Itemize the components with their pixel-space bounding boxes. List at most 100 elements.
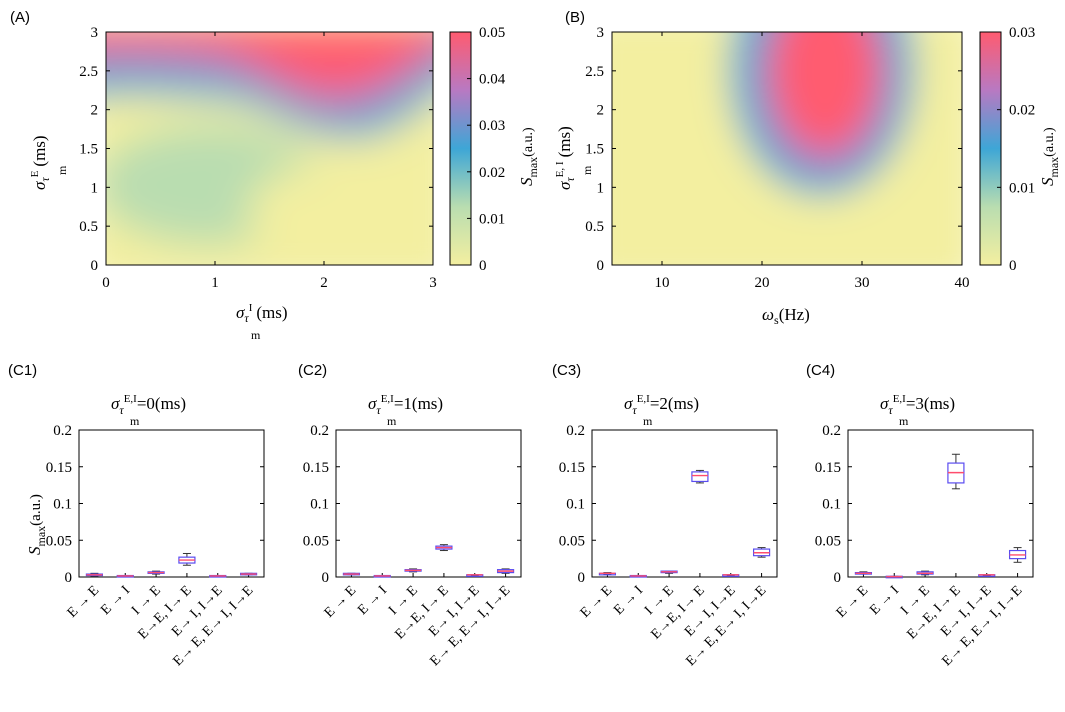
box-plot-panels: (C1)στE,I=0(ms)m00.050.10.150.2E → EE → … — [8, 362, 1034, 669]
colorbar-tick-label: 0 — [1009, 258, 1017, 274]
colorbar-tick-label: 0.05 — [479, 25, 505, 41]
colorbar-tick-label: 0.02 — [1009, 103, 1035, 119]
colorbar-tick-label: 0.03 — [1009, 25, 1035, 41]
panel-title: στE,I=2(ms) — [624, 393, 699, 417]
y-tick-label: 0.1 — [822, 497, 841, 513]
y-tick-label: 0 — [322, 570, 330, 586]
y-tick-label: 0.15 — [815, 460, 841, 476]
panel-label-c1: (C1) — [8, 362, 37, 379]
x-axis-label-b: ωs(Hz) — [762, 305, 810, 327]
y-tick-label: 0 — [91, 258, 99, 274]
y-tick-label: 3 — [597, 25, 605, 41]
box-panel-c3: (C3) στE,I=2(ms)m 0 0.05 0.1 0.15 0.2 E → EE → … — [552, 362, 778, 669]
svg-text:m: m — [580, 165, 594, 175]
svg-text:στE, I(ms): στE, I(ms) — [554, 126, 577, 190]
x-tick-label: 0 — [102, 275, 110, 291]
panel-label-a: (A) — [10, 9, 30, 26]
panel-title-subsub: m — [387, 414, 397, 428]
box-plot-frame — [591, 429, 778, 578]
x-tick-label: 30 — [855, 275, 870, 291]
x-tick-label: 40 — [955, 275, 970, 291]
colorbar-a — [449, 31, 472, 266]
svg-text:Smax(a.u.): Smax(a.u.) — [517, 127, 540, 186]
y-tick-label: 0 — [834, 570, 842, 586]
y-axis-label-a: στE(ms) m — [29, 135, 69, 190]
y-tick-label: 0.1 — [566, 497, 585, 513]
colorbar-tick-label: 0.01 — [479, 211, 505, 227]
heatmap-a — [106, 32, 433, 265]
svg-text:στE(ms): στE(ms) — [29, 135, 52, 190]
box-panel-c2: (C2) στE,I=1(ms)m 0 0.05 0.1 0.15 0.2 E → EE → … — [298, 362, 522, 669]
y-tick-label: 0.5 — [585, 219, 604, 235]
colorbar-ticks-b: 0 0.01 0.02 0.03 — [997, 25, 1035, 274]
x-category-label: E → E — [322, 583, 360, 621]
panel-label-b: (B) — [565, 9, 585, 26]
x-tick-label: 10 — [655, 275, 670, 291]
box-plot-frame — [78, 429, 265, 578]
box-panel-c1: (C1) στE,I=0(ms)m 0 0.05 0.1 0.15 0.2 E → EE → … — [8, 362, 265, 669]
y-tick-label: 0.1 — [53, 497, 72, 513]
x-category-label: E → I — [98, 583, 133, 618]
heatmap-b — [612, 32, 962, 265]
panel-a: (A) 0 1 2 3 0 0.5 1 1.5 2 2.5 3 στI (ms) m στE(ms) … — [10, 9, 540, 342]
y-tick-label: 0.05 — [815, 533, 841, 549]
colorbar-tick-label: 0 — [479, 258, 487, 274]
y-tick-label: 0.05 — [303, 533, 329, 549]
y-tick-label: 2 — [91, 103, 99, 119]
y-tick-label: 0.15 — [46, 460, 72, 476]
y-tick-label: 0.5 — [79, 219, 98, 235]
y-tick-label: 0 — [578, 570, 586, 586]
box-panel-c4: (C4) στE,I=3(ms)m 0 0.05 0.1 0.15 0.2 E → EE → … — [806, 362, 1034, 669]
svg-text:m: m — [55, 165, 69, 175]
y-tick-label: 0.2 — [566, 423, 585, 439]
heatmap-b-peak — [773, 32, 877, 150]
x-category-label: E → I — [611, 583, 646, 618]
svg-text:Smax(a.u.): Smax(a.u.) — [25, 494, 48, 555]
colorbar-tick-label: 0.01 — [1009, 180, 1035, 196]
y-tick-label: 0.2 — [822, 423, 841, 439]
y-tick-label: 0.15 — [303, 460, 329, 476]
x-tick-label: 20 — [755, 275, 770, 291]
x-category-label: E → E — [65, 583, 103, 621]
colorbar-ticks-a: 0 0.01 0.02 0.03 0.04 0.05 — [467, 25, 506, 274]
svg-text:Smax(a.u.): Smax(a.u.) — [1038, 127, 1061, 186]
x-tick-label: 3 — [429, 275, 437, 291]
panel-title-subsub: m — [643, 414, 653, 428]
colorbar-tick-label: 0.03 — [479, 118, 505, 134]
y-tick-label: 1 — [91, 180, 99, 196]
heatmap-a-peak-region — [106, 32, 433, 93]
panel-label-c4: (C4) — [806, 362, 835, 379]
y-tick-label: 2.5 — [585, 64, 604, 80]
y-tick-label: 3 — [91, 25, 99, 41]
y-tick-label: 1.5 — [585, 142, 604, 158]
axis-ticks-a: 0 1 2 3 0 0.5 1 1.5 2 2.5 3 — [79, 25, 437, 291]
y-tick-label: 1 — [597, 180, 605, 196]
y-tick-label: 0 — [65, 570, 73, 586]
y-tick-label: 0.05 — [46, 533, 72, 549]
x-tick-label: 1 — [211, 275, 219, 291]
y-tick-label: 0.15 — [559, 460, 585, 476]
x-axis-subsub-a: m — [251, 328, 261, 342]
box-plot-frame — [335, 429, 522, 578]
panel-title-subsub: m — [130, 414, 140, 428]
colorbar-label-a: Smax(a.u.) — [517, 127, 540, 186]
y-tick-label: 0.2 — [310, 423, 329, 439]
colorbar-label-b: Smax(a.u.) — [1038, 127, 1061, 186]
box-plot-frame — [847, 429, 1034, 578]
y-tick-label: 0.2 — [53, 423, 72, 439]
x-tick-label: 2 — [320, 275, 328, 291]
y-axis-label-c: Smax(a.u.) — [25, 494, 48, 555]
panel-label-c3: (C3) — [552, 362, 581, 379]
x-category-label: E → E — [578, 583, 616, 621]
axis-ticks-b: 10 20 30 40 0 0.5 1 1.5 2 2.5 3 — [585, 25, 969, 291]
y-tick-label: 0.1 — [310, 497, 329, 513]
colorbar-b — [979, 31, 1002, 266]
panel-label-c2: (C2) — [298, 362, 327, 379]
x-category-label: E → I — [355, 583, 390, 618]
panel-title: στE,I=0(ms) — [111, 393, 186, 417]
y-axis-label-b: στE, I(ms) m — [554, 126, 594, 190]
box-body — [691, 471, 709, 483]
colorbar-tick-label: 0.02 — [479, 165, 505, 181]
y-tick-label: 0 — [597, 258, 605, 274]
